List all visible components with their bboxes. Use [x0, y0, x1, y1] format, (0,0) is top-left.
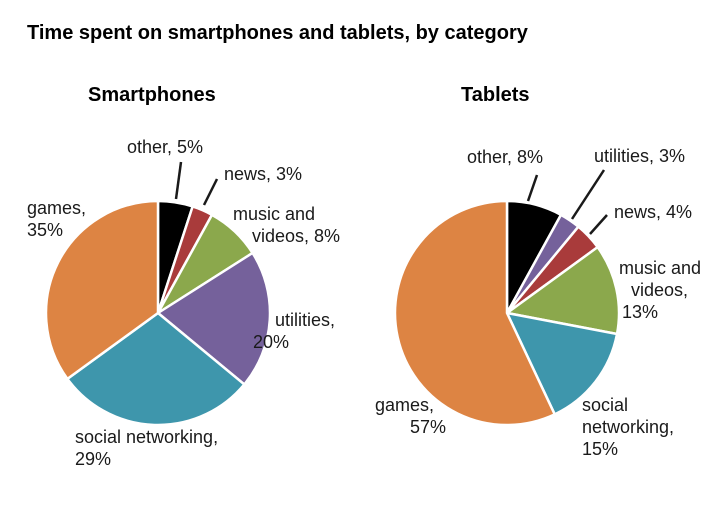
slice-label-tablets-networking: networking,: [582, 417, 675, 437]
pie-slice-smartphones-utilities: [156, 251, 272, 386]
pie-slice-smartphones-social-networking: [66, 311, 246, 427]
slice-label-tablets-15: 15%: [582, 439, 619, 459]
slice-label-tablets-57: 57%: [410, 417, 447, 437]
slice-label-smartphones-20: 20%: [253, 332, 290, 352]
pie-slice-tablets-games: [393, 199, 556, 427]
slice-label-smartphones-news-3: news, 3%: [224, 164, 303, 184]
pie-slice-tablets-social-networking: [505, 311, 619, 416]
slice-label-tablets-social: social: [582, 395, 629, 415]
slice-label-smartphones-utilities: utilities,: [275, 310, 336, 330]
pie-slice-tablets-music-and-videos: [505, 245, 621, 336]
leader-line-tablets-1: [570, 169, 606, 220]
slice-label-smartphones-other-5: other, 5%: [127, 137, 204, 157]
slice-label-smartphones-35: 35%: [27, 220, 64, 240]
leader-line-tablets-0: [526, 174, 539, 202]
slice-label-tablets-games: games,: [375, 395, 435, 415]
slice-label-smartphones-music-and: music and: [233, 204, 316, 224]
pie-title-tablets: Tablets: [461, 84, 530, 106]
slice-label-tablets-music-and: music and: [619, 258, 702, 278]
slice-label-tablets-other-8: other, 8%: [467, 147, 544, 167]
leader-line-tablets-2: [589, 214, 608, 235]
leader-line-smartphones-1: [202, 178, 219, 206]
slice-label-tablets-news-4: news, 4%: [614, 202, 693, 222]
pie-slice-smartphones-games: [44, 199, 160, 381]
leader-line-smartphones-0: [174, 161, 183, 200]
chart-title: Time spent on smartphones and tablets, b…: [27, 22, 528, 44]
slice-label-smartphones-games: games,: [27, 198, 87, 218]
slice-label-tablets-13: 13%: [622, 302, 659, 322]
slice-label-tablets-videos: videos,: [631, 280, 689, 300]
pie-title-smartphones: Smartphones: [88, 84, 216, 106]
slice-label-smartphones-social-networking: social networking,: [75, 427, 219, 447]
slice-label-smartphones-29: 29%: [75, 449, 112, 469]
slice-label-tablets-utilities-3: utilities, 3%: [594, 146, 686, 166]
slice-label-smartphones-videos-8: videos, 8%: [252, 226, 341, 246]
